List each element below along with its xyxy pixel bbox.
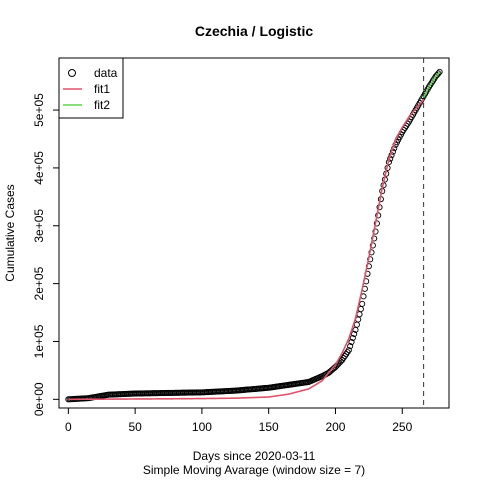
y-tick-label: 0e+00 bbox=[32, 382, 46, 416]
y-tick-label: 3e+05 bbox=[32, 209, 46, 243]
legend: data fit1 fit2 bbox=[58, 57, 124, 119]
x-tick-label: 150 bbox=[259, 420, 279, 434]
legend-label-fit2: fit2 bbox=[94, 98, 110, 112]
data-series bbox=[65, 68, 443, 403]
chart-title: Czechia / Logistic bbox=[195, 23, 313, 39]
data-point bbox=[435, 70, 442, 77]
y-tick-label: 1e+05 bbox=[32, 324, 46, 358]
x-tick-label: 50 bbox=[128, 420, 142, 434]
fit2-line bbox=[422, 71, 441, 98]
data-point bbox=[369, 242, 376, 249]
legend-box bbox=[58, 57, 124, 119]
y-axis: 0e+00 1e+05 2e+05 3e+05 4e+05 5e+05 bbox=[32, 93, 60, 416]
legend-symbol-data bbox=[68, 69, 76, 77]
x-axis-label: Days since 2020-03-11 bbox=[193, 449, 316, 463]
x-axis: 0 50 100 150 200 250 bbox=[65, 407, 413, 434]
data-point bbox=[373, 220, 380, 227]
data-point bbox=[372, 228, 379, 235]
data-point bbox=[349, 334, 356, 342]
data-point bbox=[348, 338, 355, 346]
y-tick-label: 2e+05 bbox=[32, 266, 46, 300]
x-tick-label: 0 bbox=[65, 420, 72, 434]
y-tick-label: 5e+05 bbox=[32, 93, 46, 127]
data-point bbox=[371, 235, 378, 242]
y-tick-label: 4e+05 bbox=[32, 151, 46, 185]
legend-label-data: data bbox=[94, 66, 118, 80]
x-tick-label: 200 bbox=[325, 420, 345, 434]
legend-label-fit1: fit1 bbox=[94, 82, 110, 96]
fit1-line bbox=[68, 99, 425, 401]
data-point bbox=[347, 343, 354, 350]
x-tick-label: 100 bbox=[192, 420, 212, 434]
data-point bbox=[368, 249, 375, 256]
y-axis-label: Cumulative Cases bbox=[3, 184, 17, 281]
x-tick-label: 250 bbox=[392, 420, 412, 434]
data-point bbox=[345, 347, 352, 354]
data-point bbox=[436, 68, 443, 75]
data-point bbox=[351, 330, 358, 338]
data-point bbox=[367, 256, 374, 263]
data-point bbox=[391, 145, 398, 152]
x-axis-sublabel: Simple Moving Avarage (window size = 7) bbox=[143, 463, 365, 477]
